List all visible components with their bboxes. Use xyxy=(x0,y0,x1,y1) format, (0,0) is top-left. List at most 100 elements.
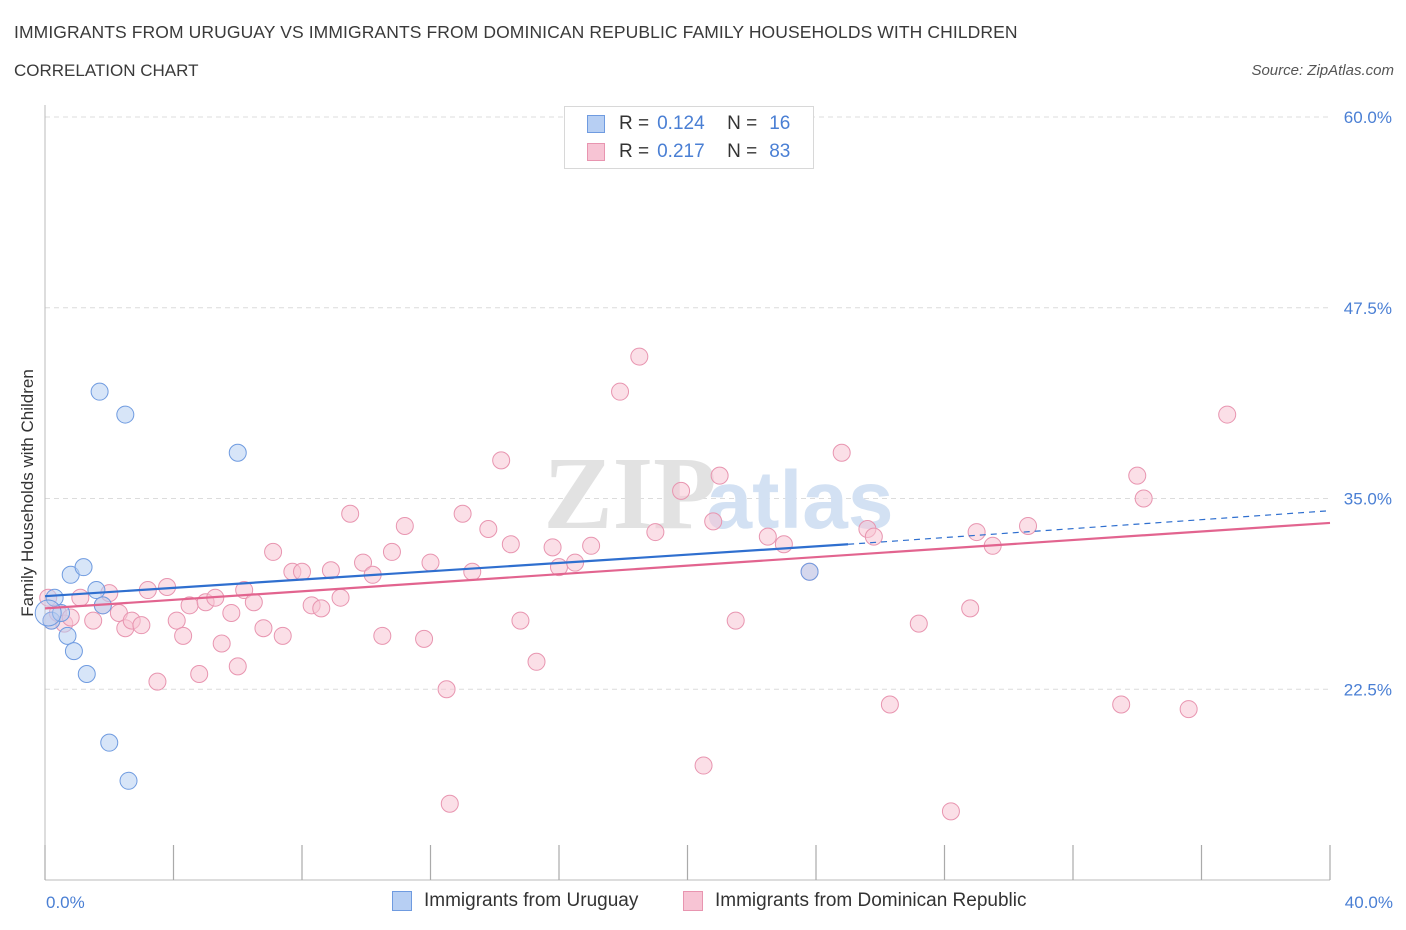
y-tick-label: 35.0% xyxy=(1344,490,1392,509)
point-uruguay xyxy=(800,562,819,581)
point-dominican xyxy=(440,794,459,813)
point-dominican xyxy=(71,588,90,607)
point-dominican xyxy=(132,616,151,635)
point-dominican xyxy=(832,443,851,462)
grid-layer xyxy=(45,116,1330,690)
point-dominican xyxy=(84,611,103,630)
trend-line-dominican xyxy=(44,521,1331,610)
point-dominican xyxy=(463,562,482,581)
bottom-legend-label-dominican: Immigrants from Dominican Republic xyxy=(715,890,1027,911)
point-uruguay xyxy=(58,626,77,645)
chart-subtitle: CORRELATION CHART xyxy=(14,61,199,80)
point-dominican xyxy=(382,542,401,561)
point-dominican xyxy=(373,626,392,645)
point-dominican xyxy=(312,599,331,618)
point-uruguay xyxy=(116,405,135,424)
bottom-legend: Immigrants from Uruguay Immigrants from … xyxy=(0,890,1406,914)
point-dominican xyxy=(415,629,434,648)
point-dominican xyxy=(167,611,186,630)
legend-n-label: N = xyxy=(727,141,758,162)
point-dominican xyxy=(582,536,601,555)
axes-layer xyxy=(44,105,1331,881)
legend-swatch-dominican xyxy=(587,143,605,161)
watermark-zip: ZIP xyxy=(543,436,716,551)
point-uruguay xyxy=(90,382,109,401)
point-dominican xyxy=(331,588,350,607)
point-dominican xyxy=(611,382,630,401)
point-uruguay xyxy=(64,642,83,661)
point-dominican xyxy=(321,561,340,580)
point-dominican xyxy=(710,466,729,485)
point-dominican xyxy=(758,527,777,546)
legend-r-label: R = xyxy=(619,141,650,162)
legend-r-label: R = xyxy=(619,113,650,134)
legend-n-value-dominican: 83 xyxy=(769,141,791,162)
point-dominican xyxy=(864,527,883,546)
point-dominican xyxy=(492,451,511,470)
bottom-legend-dominican: Immigrants from Dominican Republic xyxy=(683,890,1027,912)
legend-r-value-uruguay: 0.124 xyxy=(657,113,705,134)
point-uruguay xyxy=(100,733,119,752)
point-uruguay xyxy=(74,558,93,577)
point-dominican xyxy=(244,593,263,612)
point-dominican xyxy=(453,504,472,523)
point-dominican xyxy=(694,756,713,775)
point-dominican xyxy=(630,347,649,366)
legend-row-uruguay: R = 0.124 N = 16 xyxy=(587,113,790,135)
point-uruguay xyxy=(77,664,96,683)
source-label: Source: ZipAtlas.com xyxy=(1251,62,1394,79)
point-dominican xyxy=(228,657,247,676)
legend-r-value-dominican: 0.217 xyxy=(657,141,705,162)
point-dominican xyxy=(354,553,373,572)
trend-line-uruguay xyxy=(44,543,849,598)
point-dominican xyxy=(1134,489,1153,508)
point-dominican xyxy=(273,626,292,645)
point-dominican xyxy=(395,516,414,535)
point-dominican xyxy=(501,535,520,554)
point-dominican xyxy=(774,535,793,554)
legend-box: R = 0.124 N = 16 R = 0.217 N = 83 xyxy=(564,106,814,169)
point-dominican xyxy=(880,695,899,714)
point-dominican xyxy=(646,523,665,542)
legend-swatch-uruguay xyxy=(587,115,605,133)
point-uruguay xyxy=(87,581,106,600)
point-dominican xyxy=(254,619,273,638)
legend-row-dominican: R = 0.217 N = 83 xyxy=(587,141,790,163)
y-tick-label: 47.5% xyxy=(1344,299,1392,318)
trend-line-uruguay-extension xyxy=(848,510,1331,545)
point-dominican xyxy=(148,672,167,691)
bottom-legend-uruguay: Immigrants from Uruguay xyxy=(392,890,638,912)
chart-title: IMMIGRANTS FROM URUGUAY VS IMMIGRANTS FR… xyxy=(14,22,1018,42)
point-dominican xyxy=(543,538,562,557)
y-tick-label: 22.5% xyxy=(1344,680,1392,699)
point-dominican xyxy=(479,520,498,539)
point-dominican xyxy=(511,611,530,630)
point-dominican xyxy=(527,652,546,671)
point-dominican xyxy=(174,626,193,645)
y-axis-label: Family Households with Children xyxy=(18,369,37,617)
point-dominican xyxy=(421,553,440,572)
trend-lines xyxy=(44,510,1331,610)
point-uruguay xyxy=(45,588,64,607)
legend-n-label: N = xyxy=(727,113,758,134)
point-dominican xyxy=(967,523,986,542)
bottom-legend-label-uruguay: Immigrants from Uruguay xyxy=(424,890,639,911)
point-dominican xyxy=(212,634,231,653)
point-dominican xyxy=(341,504,360,523)
legend-n-value-uruguay: 16 xyxy=(769,113,791,134)
point-dominican xyxy=(1019,516,1038,535)
point-dominican xyxy=(437,680,456,699)
point-dominican xyxy=(941,802,960,821)
point-dominican xyxy=(672,481,691,500)
point-dominican xyxy=(190,664,209,683)
point-uruguay xyxy=(119,771,138,790)
points-dominican xyxy=(39,347,1237,821)
point-dominican xyxy=(726,611,745,630)
point-uruguay-large xyxy=(34,599,62,627)
x-tick-label-min: 0.0% xyxy=(46,893,85,912)
bottom-legend-swatch-dominican xyxy=(683,891,703,911)
point-dominican xyxy=(1128,466,1147,485)
point-dominican xyxy=(961,599,980,618)
point-dominican xyxy=(1179,700,1198,719)
